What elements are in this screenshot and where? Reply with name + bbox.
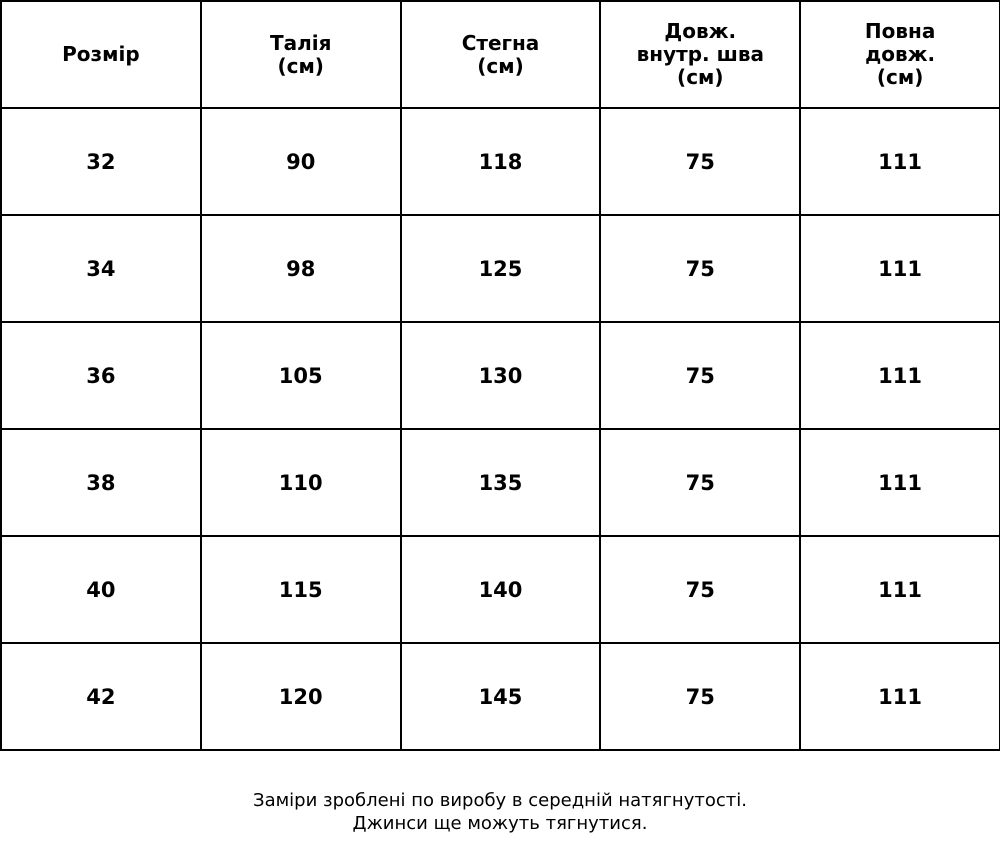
cell-total-length: 111 — [799, 107, 1000, 216]
cell-hips: 130 — [399, 321, 602, 430]
header-row: Розмір Талія (см) Стегна (см) Довж. внутр. … — [0, 0, 1000, 109]
header-waist: Талія (см) — [199, 0, 402, 109]
cell-inseam: 75 — [599, 428, 802, 537]
cell-total-length: 111 — [799, 642, 1000, 751]
cell-inseam: 75 — [599, 107, 802, 216]
cell-size: 36 — [0, 321, 202, 430]
cell-waist: 90 — [199, 107, 402, 216]
table-row: 42 120 145 75 111 — [0, 642, 1000, 751]
cell-size: 38 — [0, 428, 202, 537]
note-line-2: Джинси ще можуть тягнутися. — [352, 813, 648, 834]
cell-total-length: 111 — [799, 428, 1000, 537]
cell-inseam: 75 — [599, 642, 802, 751]
header-total-length: Повна довж. (см) — [799, 0, 1000, 109]
cell-size: 42 — [0, 642, 202, 751]
cell-hips: 145 — [399, 642, 602, 751]
cell-inseam: 75 — [599, 214, 802, 323]
cell-hips: 140 — [399, 535, 602, 644]
measurement-note: Заміри зроблені по виробу в середній нат… — [0, 789, 1000, 835]
table-row: 34 98 125 75 111 — [0, 214, 1000, 323]
cell-waist: 98 — [199, 214, 402, 323]
cell-hips: 118 — [399, 107, 602, 216]
cell-waist: 110 — [199, 428, 402, 537]
cell-size: 40 — [0, 535, 202, 644]
table-row: 38 110 135 75 111 — [0, 428, 1000, 537]
cell-hips: 135 — [399, 428, 602, 537]
cell-waist: 115 — [199, 535, 402, 644]
header-size: Розмір — [0, 0, 202, 109]
cell-size: 32 — [0, 107, 202, 216]
header-hips: Стегна (см) — [399, 0, 602, 109]
cell-total-length: 111 — [799, 535, 1000, 644]
note-line-1: Заміри зроблені по виробу в середній нат… — [253, 790, 747, 811]
header-inseam: Довж. внутр. шва (см) — [599, 0, 802, 109]
size-chart-table: Розмір Талія (см) Стегна (см) Довж. внутр. … — [0, 0, 1000, 751]
cell-waist: 105 — [199, 321, 402, 430]
cell-waist: 120 — [199, 642, 402, 751]
cell-inseam: 75 — [599, 535, 802, 644]
cell-hips: 125 — [399, 214, 602, 323]
cell-inseam: 75 — [599, 321, 802, 430]
cell-total-length: 111 — [799, 321, 1000, 430]
table-row: 40 115 140 75 111 — [0, 535, 1000, 644]
table-row: 36 105 130 75 111 — [0, 321, 1000, 430]
table-row: 32 90 118 75 111 — [0, 107, 1000, 216]
cell-size: 34 — [0, 214, 202, 323]
cell-total-length: 111 — [799, 214, 1000, 323]
